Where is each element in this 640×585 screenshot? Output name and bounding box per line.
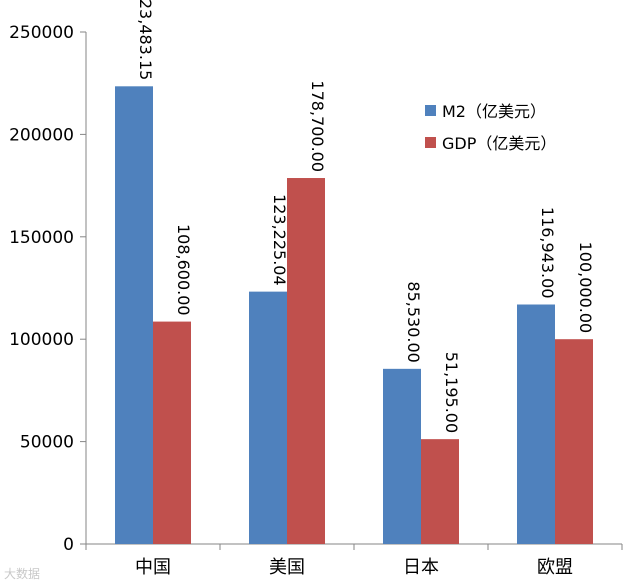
bar: [383, 369, 421, 544]
y-tick-label: 50000: [20, 433, 74, 453]
bar: [517, 305, 555, 544]
watermark-text: 大数据: [4, 566, 40, 581]
legend-label: M2（亿美元）: [442, 102, 546, 121]
bar: [421, 439, 459, 544]
y-tick-label: 200000: [9, 125, 74, 145]
data-label: 223,483.15: [136, 0, 155, 80]
bar: [153, 322, 191, 544]
category-label: 日本: [403, 557, 439, 578]
bar: [115, 86, 153, 544]
legend-label: GDP（亿美元）: [442, 134, 556, 153]
bar: [249, 292, 287, 544]
legend-swatch: [425, 137, 436, 148]
category-label: 中国: [135, 557, 171, 578]
data-label: 123,225.04: [270, 194, 289, 286]
legend: M2（亿美元） GDP（亿美元）: [425, 102, 556, 153]
y-axis: 0 50000 100000 150000 200000 250000: [9, 23, 86, 555]
y-tick-label: 100000: [9, 330, 74, 350]
data-label: 116,943.00: [538, 207, 557, 299]
bar: [287, 178, 325, 544]
data-label: 51,195.00: [442, 352, 461, 433]
legend-swatch: [425, 105, 436, 116]
data-label: 100,000.00: [576, 242, 595, 334]
y-tick-label: 250000: [9, 23, 74, 43]
data-label: 178,700.00: [308, 80, 327, 172]
y-tick-label: 150000: [9, 228, 74, 248]
x-axis: 中国 美国 日本 欧盟: [86, 544, 622, 578]
y-tick-label: 0: [63, 535, 74, 555]
category-label: 欧盟: [537, 557, 573, 578]
watermark: 大数据: [4, 566, 40, 581]
data-label: 108,600.00: [174, 224, 193, 316]
bar: [555, 339, 593, 544]
data-label: 85,530.00: [404, 281, 423, 362]
category-label: 美国: [269, 557, 305, 578]
